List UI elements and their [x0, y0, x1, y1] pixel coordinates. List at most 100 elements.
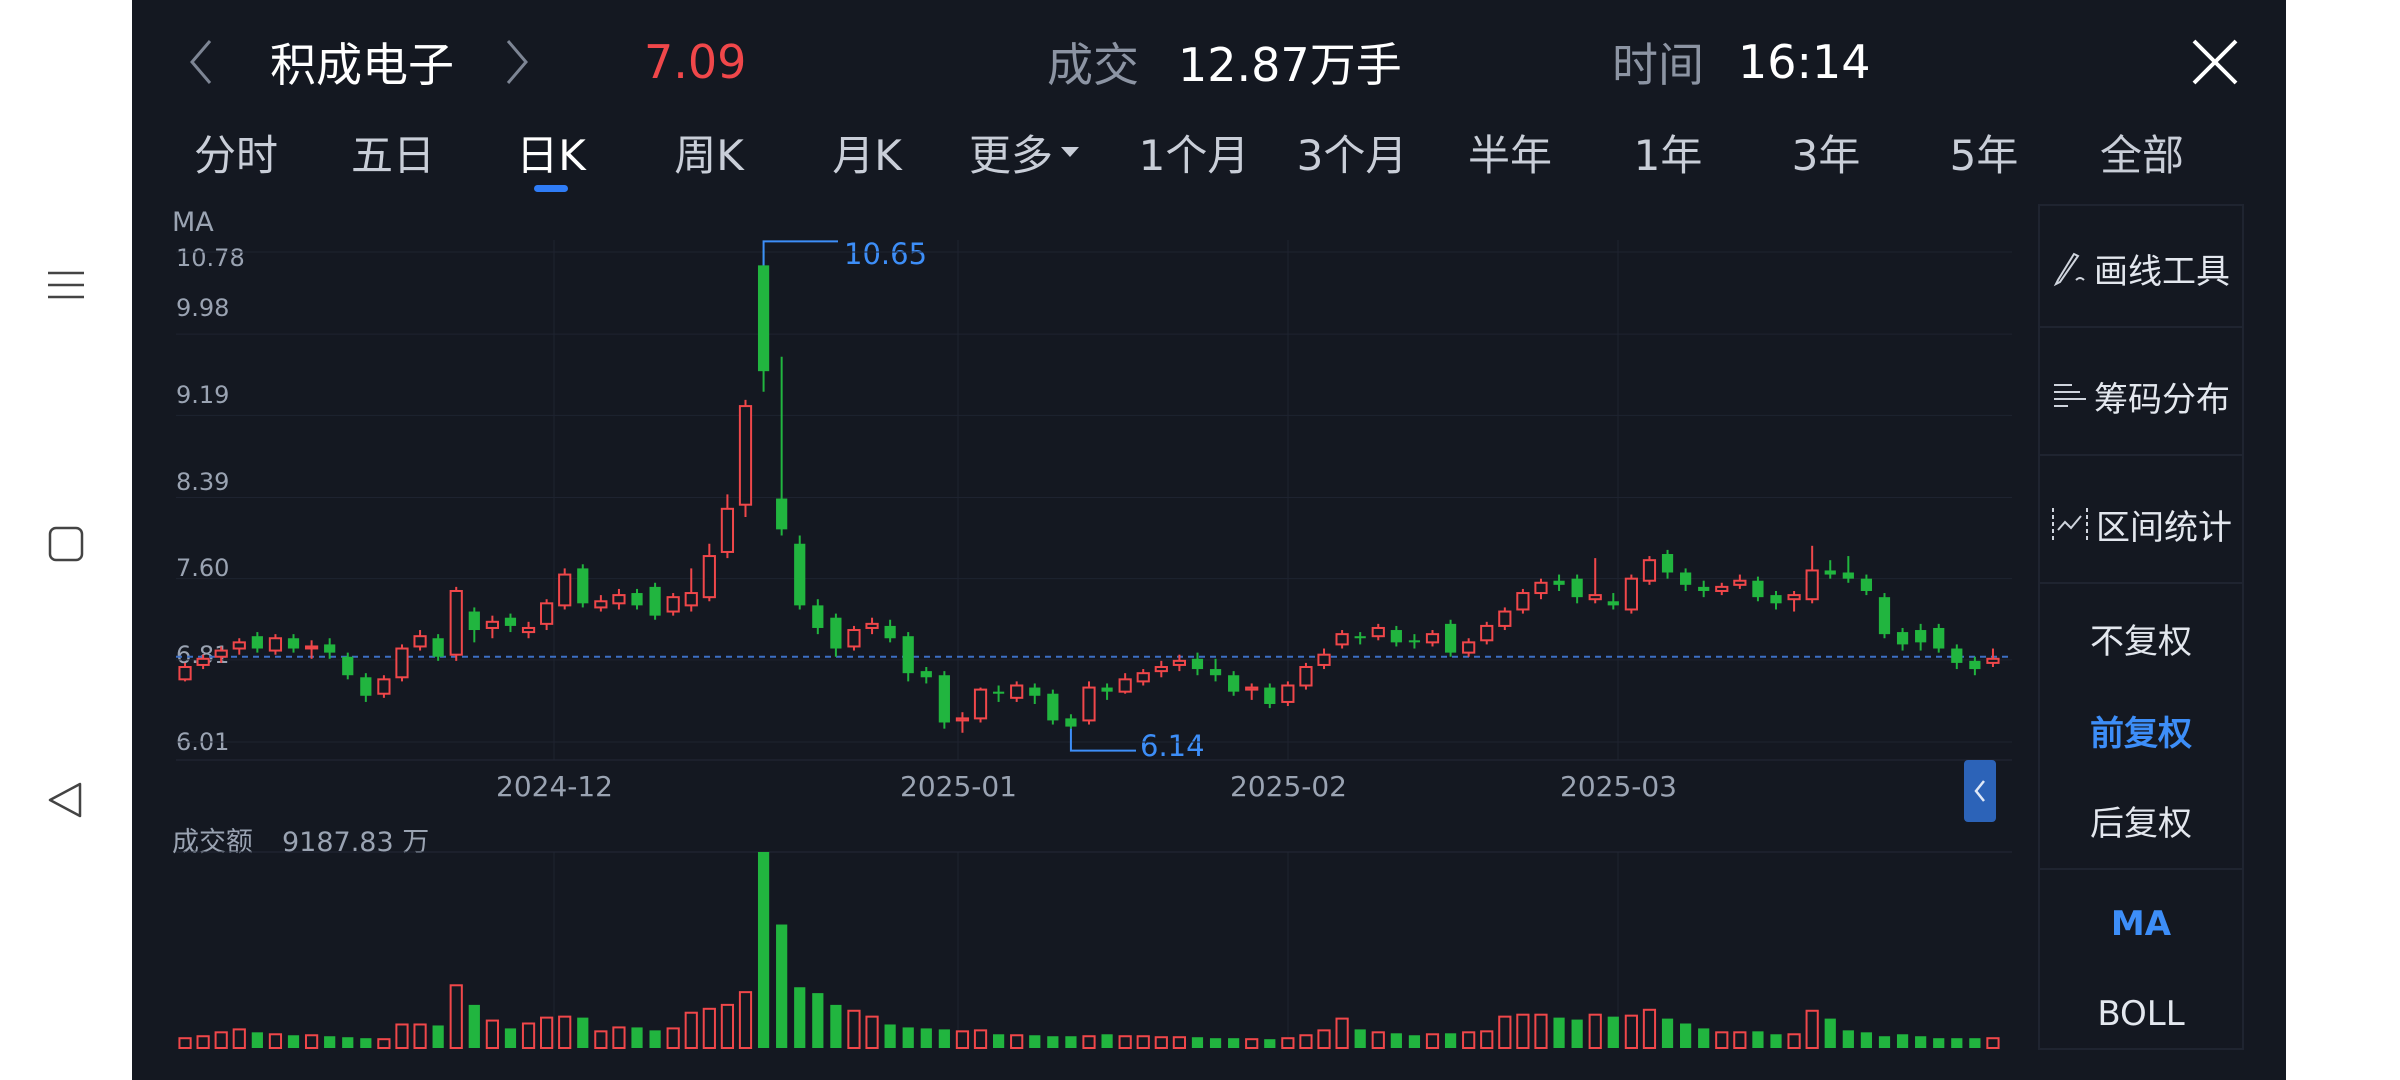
tab-weekly-k[interactable]: 周K: [674, 130, 744, 180]
candle: [1029, 683, 1041, 704]
candle: [1065, 714, 1077, 729]
candle: [1588, 558, 1602, 604]
candle-body: [738, 405, 753, 506]
tab-3-year[interactable]: 3年: [1791, 130, 1861, 180]
candle: [720, 494, 735, 559]
volume-bar: [1698, 1028, 1710, 1048]
candle: [649, 582, 661, 620]
kline-chart[interactable]: [132, 0, 2286, 1080]
candle: [577, 564, 589, 608]
boll-indicator-option[interactable]: BOLL: [2040, 974, 2242, 1054]
volume-bar: [540, 1016, 554, 1049]
tab-half-year[interactable]: 半年: [1467, 130, 1552, 180]
candle: [702, 543, 716, 602]
candle-body: [992, 691, 1005, 694]
volume-bar: [1371, 1031, 1385, 1049]
candle-body: [1371, 626, 1385, 638]
tab-daily-k[interactable]: 日K: [487, 112, 615, 192]
volume-bar: [1228, 1038, 1240, 1048]
candle-body: [1209, 669, 1222, 676]
candle: [1209, 658, 1222, 682]
candle-body: [794, 543, 806, 606]
volume-label: 成交: [1047, 38, 1139, 92]
volume-bar: [232, 1028, 246, 1050]
candle-body: [468, 611, 480, 631]
volume-bar: [1154, 1036, 1168, 1049]
tab-5-year[interactable]: 5年: [1949, 130, 2019, 180]
candle: [955, 712, 970, 733]
tab-all[interactable]: 全部: [2099, 130, 2184, 180]
candle: [1425, 630, 1440, 647]
forward-adjust-label: 前复权: [2090, 713, 2192, 754]
volume-bar: [1770, 1034, 1782, 1048]
ma-indicator-option[interactable]: MA: [2040, 884, 2242, 964]
close-button[interactable]: [2190, 22, 2240, 102]
volume-bar: [794, 987, 806, 1048]
candle-body: [1264, 687, 1276, 704]
volume-bar: [1462, 1031, 1476, 1049]
candle-body: [649, 586, 661, 616]
tab-monthly-k[interactable]: 月K: [832, 130, 902, 180]
volume-bar: [521, 1022, 536, 1049]
volume-bar: [1264, 1039, 1276, 1048]
volume-bar: [1860, 1032, 1873, 1048]
forward-adjust-option[interactable]: 前复权: [2040, 690, 2242, 770]
candle-body: [830, 617, 842, 649]
candle: [1498, 607, 1512, 631]
volume-bar: [360, 1038, 372, 1048]
volume-bar: [1642, 1008, 1657, 1050]
candle: [794, 535, 806, 610]
candle-body: [1571, 578, 1583, 598]
candle-body: [1878, 597, 1891, 635]
candle: [1878, 593, 1891, 639]
back-nav-button[interactable]: [36, 770, 96, 830]
candle: [304, 640, 319, 659]
candle-body: [558, 573, 572, 607]
volume-bar: [865, 1015, 879, 1050]
tab-five-day[interactable]: 五日: [350, 130, 435, 180]
backward-adjust-option[interactable]: 后复权: [2040, 780, 2242, 860]
tab-1-month[interactable]: 1个月: [1138, 130, 1250, 180]
candle: [812, 599, 824, 635]
volume-bar: [757, 852, 770, 1048]
candle: [1715, 582, 1729, 596]
candle: [684, 568, 698, 612]
menu-nav-button[interactable]: [36, 255, 96, 315]
x-tick-label: 2024-12: [496, 770, 613, 803]
candle: [973, 687, 988, 723]
candle: [360, 673, 372, 702]
candle: [666, 593, 680, 616]
candle: [1642, 556, 1657, 585]
interval-stats-button[interactable]: 区间统计: [2040, 484, 2242, 564]
home-nav-button[interactable]: [36, 514, 96, 574]
prev-stock-button[interactable]: [186, 22, 216, 102]
stock-chart-app: 积成电子 7.09 成交 12.87万手 时间 16:14 分时 五日 日K 周…: [132, 0, 2286, 1080]
candle: [1680, 568, 1692, 591]
active-tab-underline: [534, 185, 568, 192]
chip-distribution-button[interactable]: 筹码分布: [2040, 356, 2242, 436]
collapse-panel-button[interactable]: [1964, 760, 1996, 822]
volume-bar: [1065, 1036, 1077, 1048]
no-adjust-option[interactable]: 不复权: [2040, 598, 2242, 678]
tab-3-month[interactable]: 3个月: [1296, 130, 1408, 180]
volume-bar: [902, 1027, 914, 1048]
volume-bar: [1842, 1030, 1854, 1048]
candle: [1516, 588, 1530, 614]
tab-more[interactable]: 更多: [961, 112, 1089, 192]
volume-bar: [594, 1030, 608, 1049]
next-stock-button[interactable]: [502, 22, 532, 102]
draw-tool-button[interactable]: 画线工具: [2040, 228, 2242, 308]
tab-intraday[interactable]: 分时: [193, 130, 278, 180]
candle-body: [1425, 633, 1440, 644]
volume-bar: [1607, 1016, 1619, 1048]
min-leader-line: [1069, 728, 1136, 752]
volume-bar: [1082, 1035, 1096, 1049]
tab-1-year[interactable]: 1年: [1633, 130, 1703, 180]
chevron-right-icon: [506, 40, 528, 84]
candle: [1661, 549, 1674, 579]
chevron-left-icon: [190, 40, 212, 84]
volume-bar: [1354, 1029, 1366, 1048]
volume-bar: [395, 1023, 409, 1049]
candle-body: [196, 657, 210, 666]
candle: [1462, 638, 1476, 657]
